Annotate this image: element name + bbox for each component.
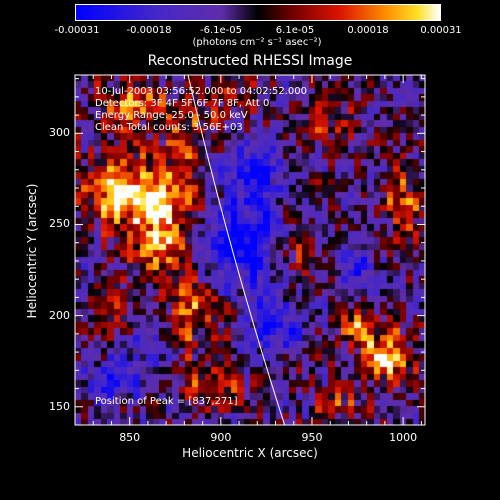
colorbar-tick-label: -6.1e-05 [200, 25, 242, 36]
colorbar-tick-label: 0.00031 [420, 25, 462, 36]
heatmap-image [75, 75, 425, 425]
colorbar-tick-label: 0.00018 [347, 25, 389, 36]
method-counts-annotation: Clean Total counts: 3.56E+03 [95, 122, 243, 133]
colorbar-tick-label: -0.00018 [126, 25, 172, 36]
colorbar-tick-label: -0.00031 [54, 25, 100, 36]
plot-area [75, 75, 425, 425]
x-tick-label: 900 [210, 431, 232, 444]
detectors-annotation: Detectors: 3F 4F 5F 6F 7F 8F, Att 0 [95, 98, 270, 109]
y-tick-label: 250 [49, 217, 70, 231]
y-tick-label: 200 [49, 308, 70, 322]
y-tick-label: 300 [49, 126, 70, 140]
x-tick-label: 850 [119, 431, 141, 444]
x-axis-title: Heliocentric X (arcsec) [182, 446, 318, 460]
colorbar [75, 4, 441, 21]
y-tick-label: 150 [49, 399, 70, 413]
chart-title: Reconstructed RHESSI Image [147, 53, 353, 69]
x-tick-label: 1000 [389, 431, 418, 444]
x-tick-label: 950 [301, 431, 323, 444]
peak-position-annotation: Position of Peak = [837,271] [95, 396, 238, 407]
energy-range-annotation: Energy Range: 25.0 - 50.0 keV [95, 110, 248, 121]
time-range-annotation: 10-Jul-2003 03:56:52.000 to 04:02:52.000 [95, 86, 307, 97]
solar-limb-line [187, 74, 286, 426]
plot-frame [74, 74, 426, 426]
colorbar-tick-label: 6.1e-05 [275, 25, 315, 36]
colorbar-units: (photons cm⁻² s⁻¹ asec⁻²) [192, 37, 322, 48]
y-axis-title: Heliocentric Y (arcsec) [25, 183, 39, 319]
